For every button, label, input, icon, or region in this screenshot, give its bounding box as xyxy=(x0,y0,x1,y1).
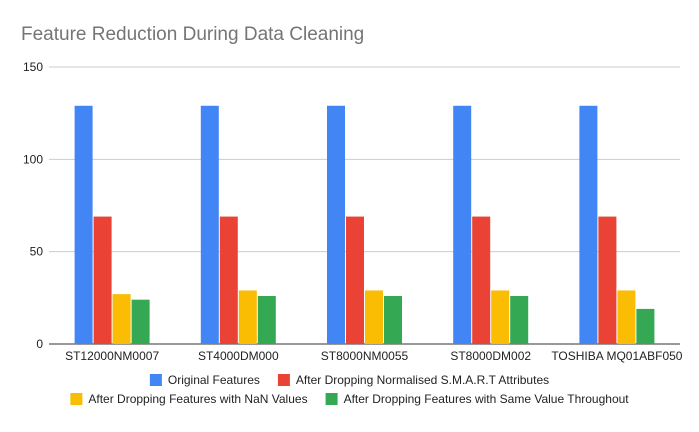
bar xyxy=(598,216,617,344)
bar xyxy=(453,105,472,344)
x-tick-label: ST8000NM0055 xyxy=(321,349,409,363)
gridlines xyxy=(49,66,680,345)
bar xyxy=(74,105,93,344)
bar xyxy=(617,290,636,344)
x-tick-label: ST12000NM0007 xyxy=(65,349,159,363)
bar xyxy=(346,216,364,344)
legend-label: After Dropping Normalised S.M.A.R.T Attr… xyxy=(296,373,549,387)
bar xyxy=(200,105,219,344)
legend-label: Original Features xyxy=(168,373,260,387)
y-tick-label: 0 xyxy=(36,337,43,351)
legend-label: After Dropping Features with Same Value … xyxy=(344,392,630,406)
x-tick-label: ST4000DM000 xyxy=(198,349,279,363)
legend-swatch xyxy=(70,393,83,405)
legend: Original Features After Dropping Normalis… xyxy=(70,373,629,406)
x-tick-label: ST8000DM002 xyxy=(450,349,531,363)
bar xyxy=(257,295,276,344)
legend-swatch xyxy=(325,393,338,405)
y-tick-label: 150 xyxy=(23,60,43,74)
x-axis-ticks: ST12000NM0007 ST4000DM000 ST8000NM0055 ST80… xyxy=(65,349,683,363)
bar xyxy=(365,290,383,344)
y-axis-ticks: 0 50 100 150 xyxy=(23,60,43,351)
bar xyxy=(636,308,655,344)
bar xyxy=(384,295,402,344)
bar xyxy=(327,105,345,344)
bar xyxy=(510,295,529,344)
y-tick-label: 50 xyxy=(30,245,44,259)
y-tick-label: 100 xyxy=(23,152,43,166)
bar xyxy=(472,216,491,344)
legend-swatch xyxy=(149,374,162,386)
x-tick-label: TOSHIBA MQ01ABF050 xyxy=(551,349,682,363)
bars xyxy=(74,105,655,344)
bar xyxy=(131,299,150,344)
chart-title: Feature Reduction During Data Cleaning xyxy=(21,24,364,45)
bar xyxy=(219,216,238,344)
bar xyxy=(491,290,510,344)
bar xyxy=(238,290,257,344)
bar xyxy=(579,105,598,344)
legend-label: After Dropping Features with NaN Values xyxy=(88,392,307,406)
bar xyxy=(93,216,112,344)
bar xyxy=(112,294,131,344)
legend-swatch xyxy=(277,374,290,386)
